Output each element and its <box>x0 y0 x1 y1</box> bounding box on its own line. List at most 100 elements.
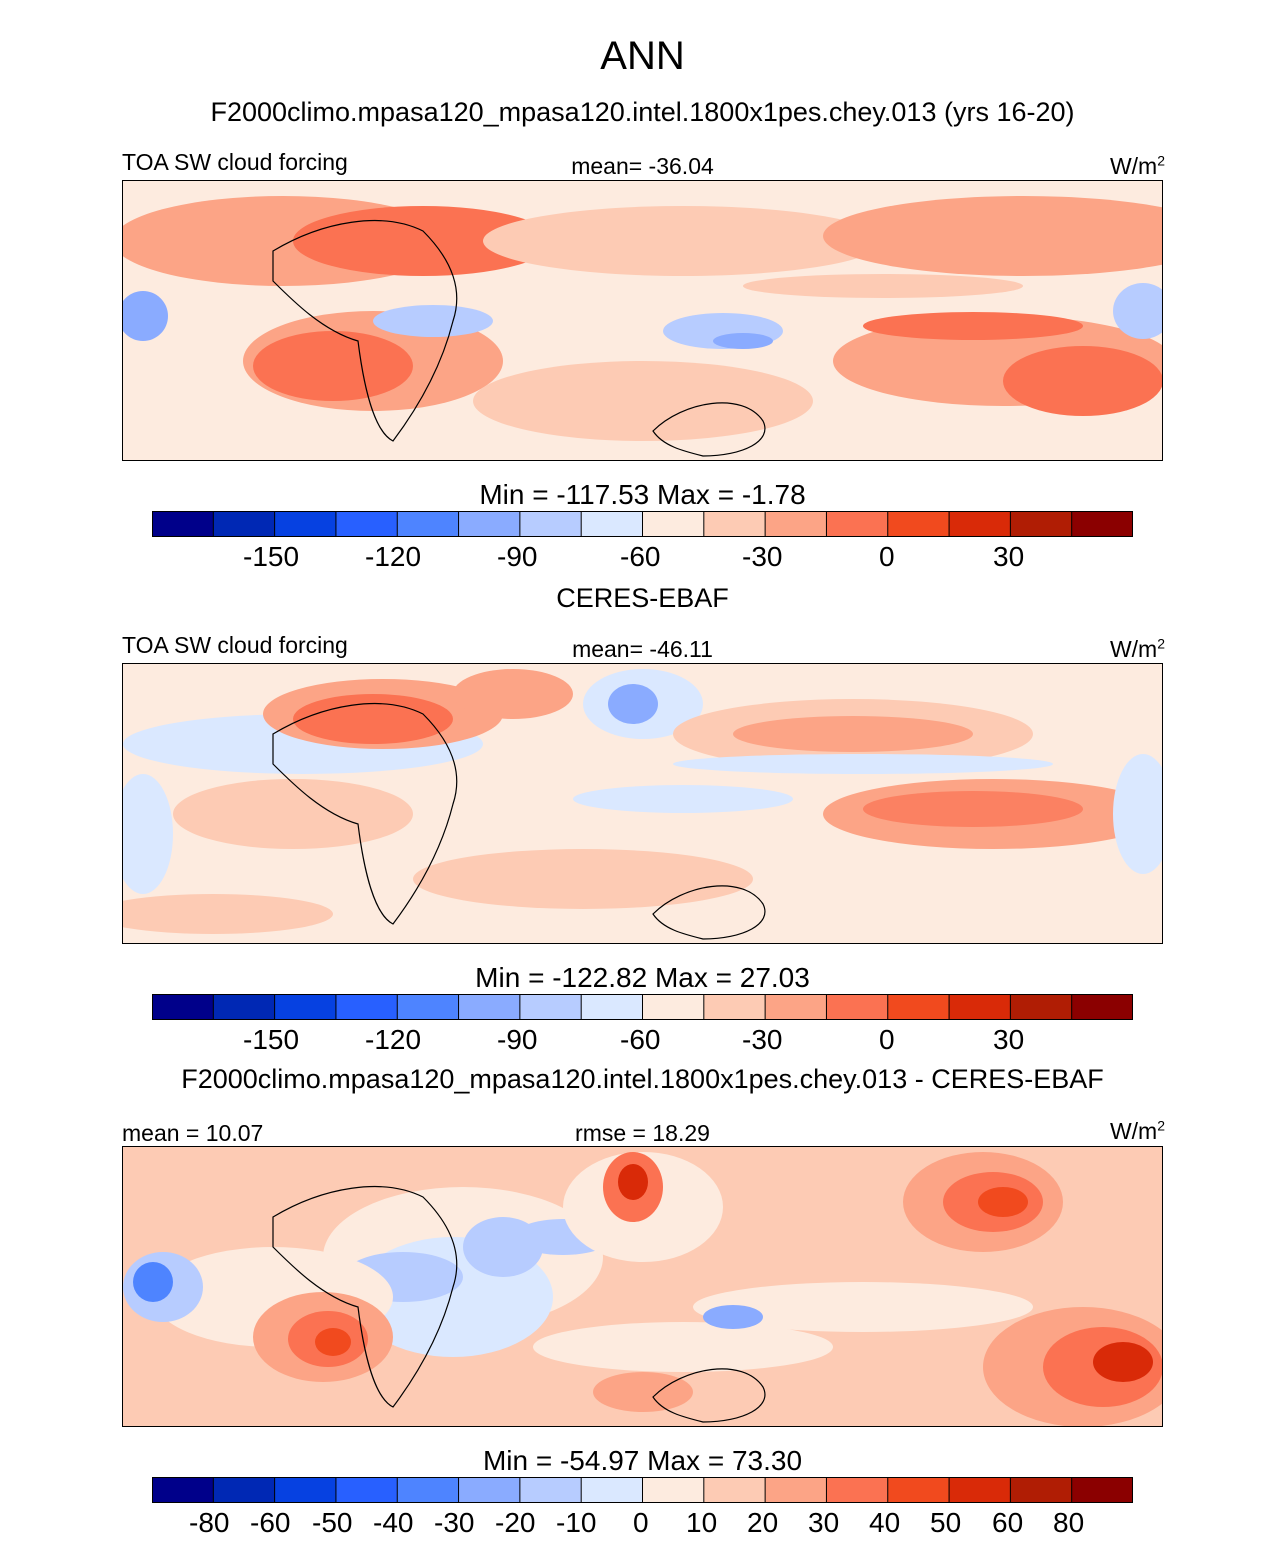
panel-1-units-label: W/m2 <box>1109 152 1165 179</box>
panel-3-units-label: W/m2 <box>1109 1117 1165 1144</box>
colorbar-swatch <box>152 511 214 537</box>
colorbar-swatch <box>581 994 643 1020</box>
tick-label: 10 <box>686 1507 718 1538</box>
colorbar-swatch <box>765 994 827 1020</box>
colorbar-swatch <box>887 1477 950 1503</box>
tick-label: 20 <box>747 1507 779 1538</box>
panel-2-mean-label: mean= -46.11 <box>572 636 713 662</box>
colorbar-swatch <box>703 994 766 1020</box>
colorbar-swatch <box>335 994 398 1020</box>
colorbar-swatch <box>887 511 950 537</box>
tick-label: 40 <box>869 1507 901 1538</box>
colorbar-swatch <box>949 511 1011 537</box>
panel-1-minmax: Min = -117.53 Max = -1.78 <box>479 479 806 510</box>
colorbar-swatch <box>1071 511 1133 537</box>
colorbar-border <box>152 994 1133 1020</box>
colorbar-swatch <box>519 1477 582 1503</box>
colorbar-swatch <box>642 1477 705 1503</box>
colorbar-swatch <box>152 994 214 1020</box>
colorbar-swatch <box>397 994 460 1020</box>
colorbar-swatch <box>213 511 276 537</box>
panel-3-map <box>122 1146 1163 1427</box>
colorbar-swatch <box>887 994 950 1020</box>
colorbar-swatch <box>765 511 827 537</box>
colorbar-swatch <box>152 1477 214 1503</box>
panel-2-variable-label: TOA SW cloud forcing <box>122 632 348 658</box>
colorbar-swatch <box>274 511 337 537</box>
tick-label: -150 <box>243 1024 300 1055</box>
tick-label: -20 <box>495 1507 536 1538</box>
panel-2-minmax: Min = -122.82 Max = 27.03 <box>475 962 810 993</box>
tick-label: -120 <box>365 541 422 572</box>
colorbar-swatch <box>949 994 1011 1020</box>
colorbar-swatch <box>1071 994 1133 1020</box>
panel-3-colorbar <box>152 1477 1133 1503</box>
colorbar-swatch <box>458 511 521 537</box>
panel-3-tick-labels: -80 -60 -50 -40 -30 -20 -10 0 10 20 30 4… <box>0 1507 1285 1541</box>
panel-1-colorbar <box>152 511 1133 537</box>
colorbar-swatch <box>826 511 889 537</box>
colorbar-swatch <box>1071 1477 1133 1503</box>
tick-label: 0 <box>633 1507 649 1538</box>
tick-label: -120 <box>365 1024 422 1055</box>
panel-1-mean-label: mean= -36.04 <box>571 153 714 179</box>
colorbar-swatch <box>1010 1477 1073 1503</box>
tick-label: -50 <box>312 1507 353 1538</box>
colorbar-border <box>152 511 1133 537</box>
panel-1-map <box>122 180 1163 461</box>
colorbar-swatch <box>213 994 276 1020</box>
colorbar-swatch <box>765 1477 827 1503</box>
colorbar-swatch <box>826 1477 889 1503</box>
colorbar-swatch <box>1010 994 1073 1020</box>
panel-2-tick-labels: -150 -120 -90 -60 -30 0 30 <box>0 1024 1285 1058</box>
tick-label: 80 <box>1053 1507 1085 1538</box>
colorbar-swatch <box>274 994 337 1020</box>
colorbar-swatch <box>397 1477 460 1503</box>
panel-1-tick-labels: -150 -120 -90 -60 -30 0 30 <box>0 541 1285 575</box>
colorbar-border <box>152 1477 1133 1503</box>
tick-label: 0 <box>879 1024 895 1055</box>
colorbar-swatch <box>581 1477 643 1503</box>
tick-label: -90 <box>497 1024 538 1055</box>
panel-3-mean-label: mean = 10.07 <box>122 1120 264 1146</box>
tick-label: 0 <box>879 541 895 572</box>
tick-label: 30 <box>993 541 1025 572</box>
tick-label: -80 <box>189 1507 230 1538</box>
tick-label: 50 <box>930 1507 962 1538</box>
tick-label: -30 <box>742 1024 783 1055</box>
tick-label: -40 <box>373 1507 414 1538</box>
colorbar-swatch <box>458 1477 521 1503</box>
tick-label: -150 <box>243 541 300 572</box>
colorbar-swatch <box>213 1477 276 1503</box>
tick-label: 60 <box>992 1507 1024 1538</box>
panel-3-minmax: Min = -54.97 Max = 73.30 <box>482 1445 803 1476</box>
colorbar-swatch <box>703 511 766 537</box>
colorbar-swatch <box>335 1477 398 1503</box>
colorbar-swatch <box>519 511 582 537</box>
tick-label: -10 <box>556 1507 597 1538</box>
colorbar-swatch <box>642 994 705 1020</box>
tick-label: 30 <box>993 1024 1025 1055</box>
colorbar-swatch <box>335 511 398 537</box>
colorbar-swatch <box>581 511 643 537</box>
colorbar-swatch <box>274 1477 337 1503</box>
tick-label: -60 <box>620 1024 661 1055</box>
colorbar-swatch <box>826 994 889 1020</box>
panel-1-variable-label: TOA SW cloud forcing <box>122 149 348 175</box>
colorbar-swatch <box>519 994 582 1020</box>
colorbar-swatch <box>703 1477 766 1503</box>
tick-label: -90 <box>497 541 538 572</box>
tick-label: -60 <box>250 1507 291 1538</box>
panel-2-units-label: W/m2 <box>1109 635 1165 662</box>
figure-title: ANN <box>600 34 685 78</box>
colorbar-swatch <box>458 994 521 1020</box>
colorbar-swatch <box>642 511 705 537</box>
colorbar-swatch <box>1010 511 1073 537</box>
panel-3-rmse-label: rmse = 18.29 <box>575 1120 710 1146</box>
tick-label: -60 <box>620 541 661 572</box>
panel-2-map <box>122 663 1163 944</box>
panel-1-heading: F2000climo.mpasa120_mpasa120.intel.1800x… <box>210 97 1075 127</box>
panel-2-colorbar <box>152 994 1133 1020</box>
tick-label: -30 <box>742 541 783 572</box>
colorbar-swatch <box>949 1477 1011 1503</box>
